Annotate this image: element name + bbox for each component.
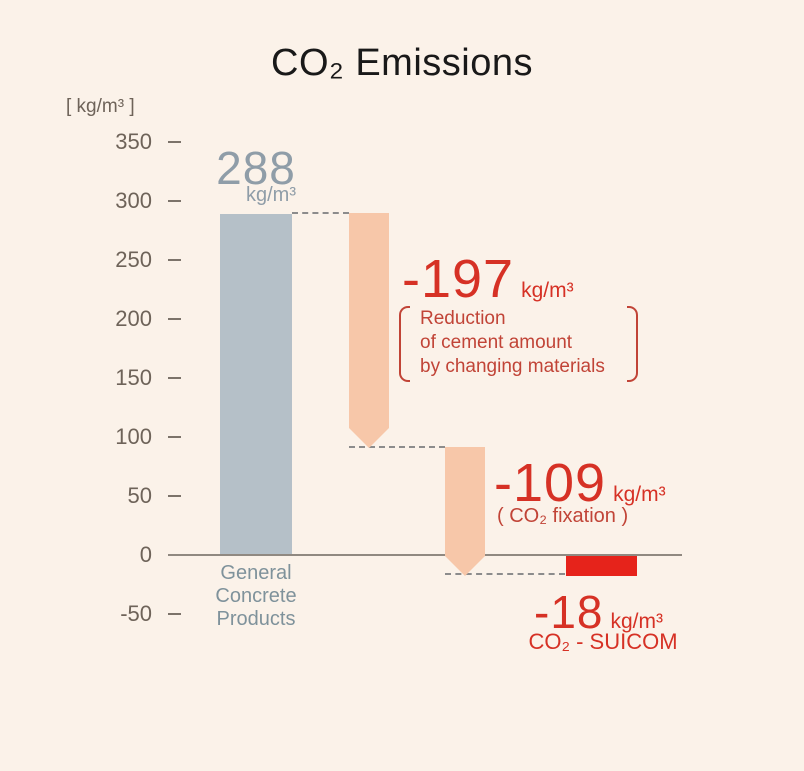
x-axis-line <box>168 554 682 556</box>
y-tick-label: 50 <box>127 483 152 508</box>
tick-mark <box>168 141 181 143</box>
result-value: -18 <box>534 586 604 638</box>
reduction-arrow-step1 <box>349 213 389 448</box>
y-tick-label: 250 <box>115 247 152 272</box>
tick-mark <box>168 259 181 261</box>
y-tick-150: 150 <box>62 365 182 390</box>
step1-note: Reduction of cement amount by changing m… <box>420 307 605 379</box>
y-tick-300: 300 <box>62 188 182 213</box>
y-tick-100: 100 <box>62 424 182 449</box>
y-tick-200: 200 <box>62 306 182 331</box>
step1-unit: kg/m³ <box>521 279 574 302</box>
y-tick-350: 350 <box>62 129 182 154</box>
baseline-bar-unit: kg/m³ <box>246 184 296 206</box>
connector-dashed-line-288-level <box>292 212 349 214</box>
step2-note: ( CO₂ fixation ) <box>497 505 629 527</box>
result-value-row: -18 kg/m³ <box>534 585 663 639</box>
tick-mark <box>168 436 181 438</box>
tick-mark <box>168 495 181 497</box>
y-axis-unit-label: [ kg/m³ ] <box>66 96 135 117</box>
chart-title: CO₂ Emissions <box>271 42 533 84</box>
step1-note-line-1: Reduction <box>420 308 506 329</box>
result-bar-label: CO₂ - SUICOM <box>528 629 678 654</box>
baseline-bar <box>220 214 292 554</box>
step1-note-left-bracket <box>399 306 410 382</box>
baseline-label-line-2: Concrete <box>215 585 297 607</box>
connector-dashed-line-neg18-level <box>445 573 565 575</box>
step1-value: -197 <box>402 249 515 309</box>
baseline-label-line-3: Products <box>216 608 296 630</box>
y-tick-neg50: -50 <box>62 601 182 626</box>
tick-mark <box>168 377 181 379</box>
step2-unit: kg/m³ <box>613 483 666 506</box>
result-unit: kg/m³ <box>610 610 663 633</box>
baseline-label-line-1: General <box>220 562 292 584</box>
y-tick-label: 300 <box>115 188 152 213</box>
tick-mark <box>168 200 181 202</box>
step1-note-line-2: of cement amount <box>420 332 573 353</box>
y-tick-250: 250 <box>62 247 182 272</box>
baseline-bar-label: General Concrete Products <box>188 562 324 631</box>
y-tick-label: -50 <box>120 601 152 626</box>
y-tick-label: 100 <box>115 424 152 449</box>
step1-value-row: -197 kg/m³ <box>402 248 574 310</box>
connector-dashed-line-91-level <box>349 446 445 448</box>
y-tick-label: 350 <box>115 129 152 154</box>
tick-mark <box>168 318 181 320</box>
step2-value: -109 <box>494 453 607 513</box>
y-tick-label: 150 <box>115 365 152 390</box>
step1-note-right-bracket <box>627 306 638 382</box>
step2-value-row: -109 kg/m³ <box>494 452 666 514</box>
tick-mark <box>168 613 181 615</box>
reduction-arrow-step2 <box>445 447 485 576</box>
step1-note-line-3: by changing materials <box>420 356 605 377</box>
result-bar <box>566 556 637 576</box>
baseline-bar-value: 288 <box>216 142 296 194</box>
y-tick-50: 50 <box>62 483 182 508</box>
y-tick-label: 0 <box>139 542 152 567</box>
y-tick-0: 0 <box>62 542 182 567</box>
y-tick-label: 200 <box>115 306 152 331</box>
